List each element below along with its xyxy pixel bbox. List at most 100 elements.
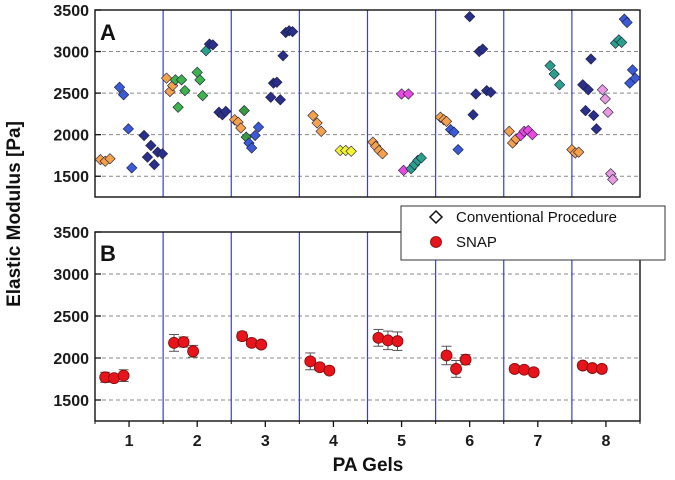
conventional-diamond-point [452,144,464,156]
conventional-diamond-point [265,91,277,103]
snap-circle-point [187,345,200,358]
x-tick-label: 5 [397,433,406,450]
y-tick-label: 3000 [53,45,89,62]
snap-circle-point [450,363,462,375]
conventional-diamond-point [629,72,641,84]
snap-circle-point [245,336,258,349]
snap-circle-point [323,364,336,377]
x-tick-label: 8 [601,433,610,450]
conventional-diamond-point [148,158,160,171]
x-axis-title: PA Gels [333,455,404,476]
legend-diamond-marker [428,209,444,225]
conventional-diamond-point [602,106,614,118]
x-tick-label: 4 [329,433,338,450]
y-tick-label: 1500 [53,169,89,186]
y-tick-label: 3500 [53,225,89,242]
legend-label-conventional: Conventional Procedure [456,209,617,226]
conventional-diamond-point [122,123,135,135]
conventional-diamond-point [220,105,232,118]
snap-circle-point [595,363,608,375]
snap-circle-point [304,355,317,368]
conventional-diamond-point [503,125,515,137]
conventional-diamond-point [207,39,219,51]
conventional-diamond-point [573,146,585,158]
y-tick-label: 2000 [53,351,89,368]
conventional-diamond-point [160,72,173,84]
panel-frame [94,9,641,198]
conventional-diamond-point [175,74,188,86]
x-tick-label: 6 [465,433,474,450]
conventional-diamond-point [274,94,286,106]
x-tick-label: 2 [193,433,202,450]
conventional-diamond-point [249,129,261,142]
snap-circle-point [117,369,130,382]
snap-circle-point [236,330,249,343]
conventional-diamond-point [582,84,594,96]
x-tick-label: 7 [533,433,542,450]
conventional-diamond-point [179,84,191,97]
conventional-diamond-point [117,89,130,101]
conventional-diamond-point [599,93,611,105]
panel-b-label: B [100,241,116,266]
conventional-diamond-point [585,53,597,65]
conventional-diamond-point [415,152,427,164]
group-divider-layer [162,10,573,421]
snap-circle-point [440,349,453,362]
y-tick-label: 1500 [53,393,89,410]
conventional-diamond-point [113,81,126,93]
conventional-diamond-point [238,104,250,117]
conventional-diamond-point [596,84,609,96]
conventional-diamond-point [235,122,247,134]
snap-circle-point [527,366,540,379]
x-tick-label: 3 [261,433,270,450]
snap-circle-point [255,338,268,351]
y-axis-title: Elastic Modulus [Pa] [4,121,25,307]
conventional-diamond-point [197,89,209,102]
conventional-diamond-point [307,109,319,122]
conventional-diamond-point [485,86,497,98]
conventional-diamond-point [402,88,414,100]
conventional-diamond-point [315,125,327,137]
y-tick-label: 2500 [53,309,89,326]
conventional-diamond-point [615,36,628,49]
data-points [94,11,641,385]
conventional-diamond-point [526,129,538,141]
conventional-diamond-point [579,104,592,117]
conventional-diamond-point [607,173,619,186]
conventional-diamond-point [104,153,116,165]
snap-circle-point [459,353,472,366]
legend: Conventional Procedure SNAP [400,205,666,261]
conventional-diamond-point [477,43,489,55]
conventional-diamond-point [277,50,289,62]
y-tick-label: 2000 [53,128,89,145]
conventional-diamond-point [141,151,154,163]
y-tick-label: 3000 [53,267,89,284]
conventional-diamond-point [286,25,299,38]
conventional-diamond-point [172,101,184,113]
y-tick-label: 2500 [53,86,89,103]
y-tick-label: 3500 [53,3,89,20]
conventional-diamond-point [156,148,169,160]
conventional-diamond-point [126,162,138,174]
conventional-diamond-point [252,121,265,133]
x-tick-label: 1 [125,433,134,450]
snap-circle-point [391,335,404,348]
snap-circle-point [177,336,190,348]
conventional-diamond-point [626,64,639,76]
conventional-diamond-point [590,123,603,135]
legend-box [400,205,666,261]
legend-circle-marker [430,236,442,248]
conventional-diamond-point [548,68,560,80]
conventional-diamond-point [448,126,460,138]
conventional-diamond-point [376,148,389,160]
conventional-diamond-point [271,76,283,88]
conventional-diamond-point [311,117,323,129]
panel-a-label: A [100,20,116,45]
conventional-diamond-point [470,88,482,100]
conventional-diamond-point [345,145,357,157]
conventional-diamond-point [467,109,479,121]
conventional-diamond-point [621,16,633,29]
conventional-diamond-point [440,115,453,127]
conventional-diamond-point [544,60,556,72]
